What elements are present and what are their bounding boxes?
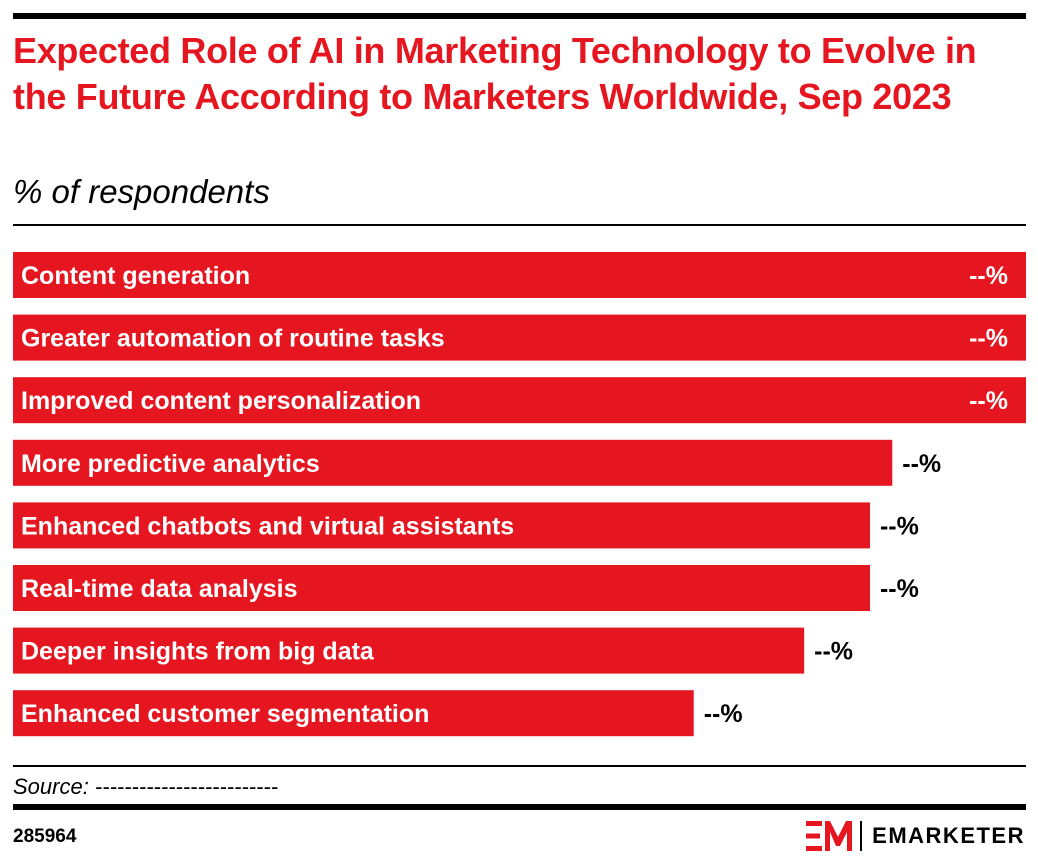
bar-enhanced-customer-segmentation [13, 690, 694, 737]
value-label-enhanced-customer-segmentation: --% [704, 700, 743, 728]
logo-separator [860, 821, 863, 851]
bar-label-content-generation: Content generation [21, 262, 250, 290]
chart-subtitle: % of respondents [13, 173, 270, 210]
value-label-more-predictive-analytics: --% [902, 450, 941, 478]
emarketer-logo: EMARKETER [806, 820, 1025, 852]
bar-chart: Content generation --% Greater automation … [13, 252, 1026, 737]
value-label-greater-automation-of-routine-tasks: --% [969, 325, 1008, 353]
bar-deeper-insights-from-big-data [13, 627, 805, 674]
value-label-real-time-data-analysis: --% [880, 575, 919, 603]
bar-label-enhanced-customer-segmentation: Enhanced customer segmentation [21, 700, 429, 728]
value-label-deeper-insights-from-big-data: --% [814, 638, 853, 666]
source-note: Source: ------------------------- [13, 774, 279, 799]
brand-wordmark: EMARKETER [872, 823, 1025, 848]
bar-label-greater-automation-of-routine-tasks: Greater automation of routine tasks [21, 325, 445, 353]
chart-title: Expected Role of AI in Marketing Technol… [13, 30, 977, 117]
bar-greater-automation-of-routine-tasks [13, 314, 1026, 361]
bar-label-deeper-insights-from-big-data: Deeper insights from big data [21, 638, 375, 666]
chart-id: 285964 [13, 826, 77, 847]
bar-more-predictive-analytics [13, 439, 893, 486]
bar-content-generation [13, 252, 1026, 298]
header-divider [13, 224, 1026, 226]
bar-label-improved-content-personalization: Improved content personalization [21, 387, 421, 415]
bar-label-enhanced-chatbots-and-virtual-assistants: Enhanced chatbots and virtual assistants [21, 512, 514, 540]
bar-enhanced-chatbots-and-virtual-assistants [13, 502, 870, 549]
bar-label-real-time-data-analysis: Real-time data analysis [21, 575, 298, 603]
value-label-improved-content-personalization: --% [969, 387, 1008, 415]
bar-improved-content-personalization [13, 377, 1026, 424]
value-label-enhanced-chatbots-and-virtual-assistants: --% [880, 512, 919, 540]
value-label-content-generation: --% [969, 262, 1008, 290]
bar-real-time-data-analysis [13, 565, 870, 611]
em-logo-icon [806, 821, 853, 851]
bar-label-more-predictive-analytics: More predictive analytics [21, 450, 320, 478]
bottom-rule [13, 804, 1026, 810]
top-rule [13, 13, 1026, 19]
source-divider [13, 765, 1026, 767]
